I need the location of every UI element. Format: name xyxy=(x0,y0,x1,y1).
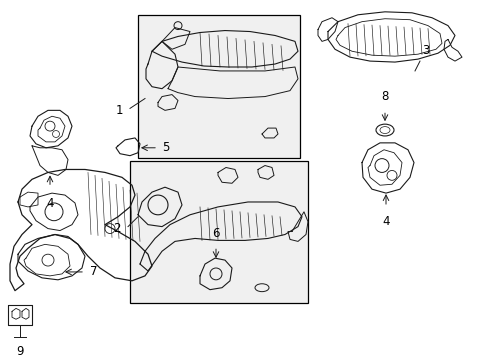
Text: 2: 2 xyxy=(113,222,121,235)
Bar xyxy=(130,161,307,303)
Text: 9: 9 xyxy=(16,345,24,358)
Text: 4: 4 xyxy=(46,197,54,210)
Text: 4: 4 xyxy=(382,215,389,228)
Text: 3: 3 xyxy=(421,44,428,57)
Text: 5: 5 xyxy=(162,141,169,154)
Bar xyxy=(138,15,299,158)
Text: 6: 6 xyxy=(212,228,219,240)
Text: 7: 7 xyxy=(90,265,97,278)
Text: 8: 8 xyxy=(381,90,388,103)
Text: 1: 1 xyxy=(115,104,123,117)
